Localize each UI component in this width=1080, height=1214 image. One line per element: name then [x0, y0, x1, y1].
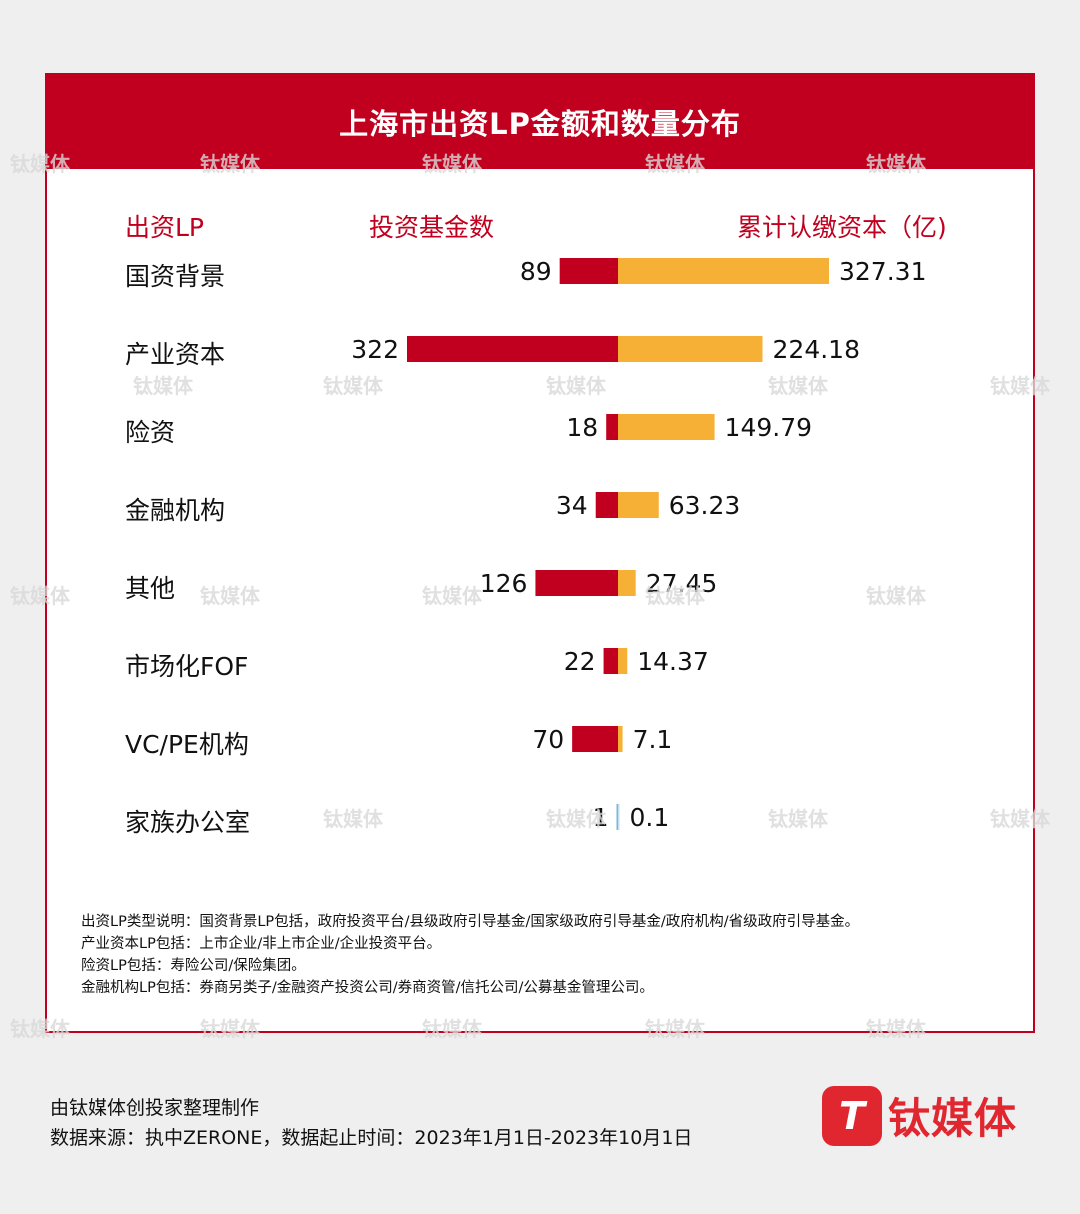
category-label: VC/PE机构 [125, 730, 249, 759]
watermark: 钛媒体 [200, 1017, 260, 1041]
watermark: 钛媒体 [546, 807, 606, 831]
count-bar [603, 648, 618, 674]
capital-bar [618, 726, 623, 752]
count-value-label: 1 [593, 803, 609, 832]
header-capital: 累计认缴资本（亿) [737, 213, 947, 242]
count-bar [595, 492, 618, 518]
watermark: 钛媒体 [10, 1017, 70, 1041]
count-bar [407, 336, 618, 362]
watermark: 钛媒体 [422, 584, 482, 608]
count-bar [606, 414, 618, 440]
capital-value-label: 14.37 [637, 647, 709, 676]
capital-value-label: 7.1 [633, 725, 673, 754]
capital-bar [618, 492, 659, 518]
watermark: 钛媒体 [990, 374, 1050, 398]
note-line: 险资LP包括：寿险公司/保险集团。 [81, 958, 306, 974]
header-lp: 出资LP [125, 213, 205, 242]
capital-bar [618, 648, 628, 674]
header-count: 投资基金数 [369, 213, 495, 242]
count-value-label: 22 [564, 647, 596, 676]
watermark: 钛媒体 [323, 374, 383, 398]
chart-frame: 上海市出资LP金额和数量分布 出资LP 投资基金数 累计认缴资本（亿) 国资背景… [45, 73, 1035, 1033]
watermark: 钛媒体 [645, 152, 705, 176]
watermark: 钛媒体 [768, 374, 828, 398]
capital-bar [618, 804, 620, 830]
capital-value-label: 149.79 [725, 413, 812, 442]
category-label: 国资背景 [125, 262, 226, 291]
category-label: 家族办公室 [125, 808, 251, 837]
chart-title: 上海市出资LP金额和数量分布 [47, 75, 1033, 169]
watermark: 钛媒体 [323, 807, 383, 831]
capital-bar [618, 258, 829, 284]
category-label: 金融机构 [125, 496, 226, 525]
category-label: 其他 [125, 574, 176, 603]
watermark: 钛媒体 [990, 807, 1050, 831]
count-value-label: 89 [520, 257, 552, 286]
count-value-label: 70 [532, 725, 564, 754]
note-line: 金融机构LP包括：券商另类子/金融资产投资公司/券商资管/信托公司/公募基金管理… [81, 980, 654, 996]
watermark: 钛媒体 [866, 152, 926, 176]
logo-mark-icon: T [822, 1085, 882, 1146]
brand-logo: T 钛媒体 [822, 1085, 1017, 1146]
watermark: 钛媒体 [422, 1017, 482, 1041]
footer: 由钛媒体创投家整理制作 数据来源：执中ZERONE，数据起止时间：2023年1月… [50, 1093, 692, 1153]
note-line: 产业资本LP包括：上市企业/非上市企业/企业投资平台。 [81, 936, 442, 952]
count-bar [559, 258, 618, 284]
count-value-label: 34 [556, 491, 588, 520]
capital-value-label: 0.1 [630, 803, 670, 832]
watermark: 钛媒体 [645, 584, 705, 608]
count-bar [572, 726, 618, 752]
footer-credit: 由钛媒体创投家整理制作 [50, 1097, 260, 1119]
watermark: 钛媒体 [200, 152, 260, 176]
count-value-label: 126 [480, 569, 528, 598]
capital-value-label: 327.31 [839, 257, 926, 286]
logo-text: 钛媒体 [888, 1094, 1018, 1143]
capital-bar [618, 336, 763, 362]
note-line: 出资LP类型说明：国资背景LP包括，政府投资平台/县级政府引导基金/国家级政府引… [81, 914, 860, 930]
notes: 出资LP类型说明：国资背景LP包括，政府投资平台/县级政府引导基金/国家级政府引… [81, 911, 859, 999]
watermark: 钛媒体 [422, 152, 482, 176]
category-label: 产业资本 [125, 340, 226, 369]
footer-source: 数据来源：执中ZERONE，数据起止时间：2023年1月1日-2023年10月1… [50, 1127, 693, 1149]
capital-value-label: 63.23 [669, 491, 741, 520]
watermark: 钛媒体 [866, 584, 926, 608]
watermark: 钛媒体 [133, 374, 193, 398]
category-label: 险资 [125, 418, 176, 447]
category-label: 市场化FOF [125, 652, 249, 681]
watermark: 钛媒体 [10, 584, 70, 608]
watermark: 钛媒体 [768, 807, 828, 831]
watermark: 钛媒体 [10, 152, 70, 176]
count-value-label: 322 [351, 335, 399, 364]
count-value-label: 18 [566, 413, 598, 442]
watermark: 钛媒体 [546, 374, 606, 398]
capital-value-label: 224.18 [773, 335, 860, 364]
watermark: 钛媒体 [866, 1017, 926, 1041]
watermark: 钛媒体 [645, 1017, 705, 1041]
watermark: 钛媒体 [200, 584, 260, 608]
count-bar [535, 570, 618, 596]
capital-bar [618, 570, 636, 596]
capital-bar [618, 414, 715, 440]
capital-value-label: 27.45 [646, 569, 718, 598]
count-bar [616, 804, 618, 830]
